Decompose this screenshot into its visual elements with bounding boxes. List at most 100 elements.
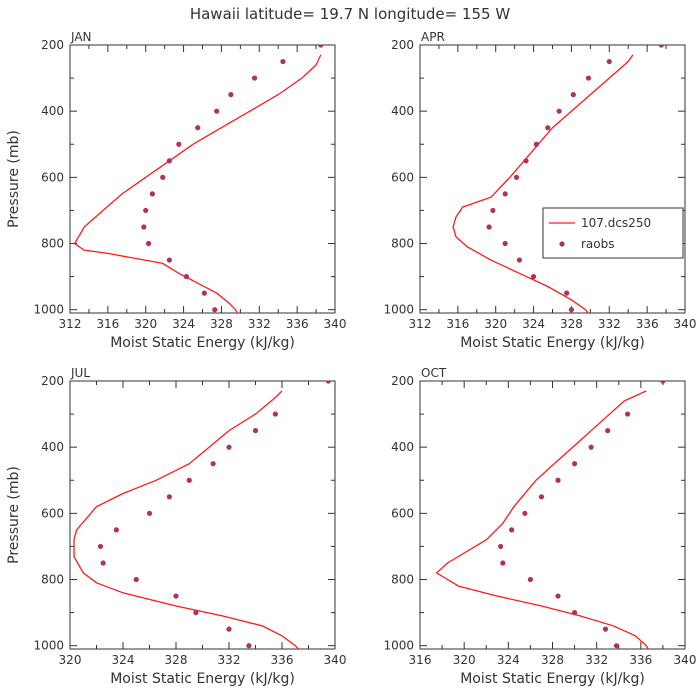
raobs-point [490,207,496,214]
y-tick-label: 600 [391,506,414,520]
x-tick-label: 332 [585,653,608,667]
raobs-point [133,576,139,583]
y-tick-label: 200 [41,374,64,388]
raobs-point [606,58,612,65]
raobs-point [555,593,561,599]
panel-title: OCT [421,366,447,380]
x-tick-label: 336 [286,317,309,331]
x-axis-label: Moist Static Energy (kJ/kg) [110,671,295,687]
raobs-point [226,626,232,632]
y-tick-label: 600 [41,170,64,184]
x-tick-label: 316 [96,317,119,331]
x-tick-label: 332 [218,653,241,667]
legend-dot-swatch [559,241,565,247]
x-axis-label: Moist Static Energy (kJ/kg) [460,335,645,351]
y-tick-label: 1000 [33,639,64,653]
panel-title: JUL [70,366,90,380]
x-tick-label: 324 [172,317,195,331]
raobs-point [318,45,324,48]
model-profile-line [435,390,649,649]
data-area [73,381,331,649]
raobs-point [568,307,575,313]
legend-box [542,207,684,259]
raobs-point [571,610,578,616]
x-tick-label: 340 [324,653,347,667]
raobs-point [145,240,152,247]
raobs-point [166,257,172,263]
raobs-point [570,92,576,98]
raobs-point [660,381,666,384]
panel-title: APR [421,30,445,44]
raobs-point [555,477,561,483]
x-tick-label: 312 [409,317,432,331]
raobs-point [498,543,504,550]
raobs-point [571,461,578,467]
x-tick-label: 336 [636,317,659,331]
panel-jul: JUL 320 324 328 332 336 340 200 400 600 800 1000 Moi… [6,366,346,687]
raobs-point [325,381,331,384]
y-tick-label: 400 [391,104,414,118]
data-area [452,45,664,313]
raobs-point [556,108,562,114]
y-tick-label: 400 [41,440,64,454]
data-area [73,45,324,313]
raobs-point [193,610,199,616]
raobs-point [486,224,492,230]
raobs-point [160,174,166,180]
x-tick-label: 328 [210,317,233,331]
y-tick-label: 800 [41,237,64,251]
x-tick-label: 324 [112,653,135,667]
raobs-point [214,108,220,114]
y-tick-label: 200 [391,374,414,388]
y-tick-label: 600 [41,506,64,520]
x-tick-label: 316 [409,653,432,667]
y-tick-label: 1000 [383,303,414,317]
raobs-point [530,274,537,280]
raobs-point [97,543,104,550]
raobs-point [166,158,172,164]
x-tick-label: 336 [271,653,294,667]
panel-oct: OCT 316 320 324 328 332 336 340 200 400 600 800 1000… [383,366,696,687]
raobs-point [588,444,594,450]
raobs-point [585,75,592,81]
raobs-point [658,45,664,48]
y-axis-label: Pressure (mb) [6,466,22,564]
x-tick-label: 324 [522,317,545,331]
x-tick-label: 320 [453,653,476,667]
raobs-point [272,411,278,417]
panel-jan: JAN 312 316 320 324 328 332 336 340 200 400 600 800 1… [6,30,346,351]
raobs-point [186,477,192,483]
x-tick-label: 340 [324,317,347,331]
x-tick-label: 324 [497,653,520,667]
raobs-point [146,510,153,516]
plot-frame [419,44,686,314]
raobs-point [212,307,218,313]
x-axis-label: Moist Static Energy (kJ/kg) [460,671,645,687]
raobs-point [502,191,508,197]
raobs-point [513,174,520,180]
y-tick-label: 400 [41,104,64,118]
x-axis-label: Moist Static Energy (kJ/kg) [110,335,295,351]
x-tick-label: 316 [446,317,469,331]
raobs-point [228,92,234,98]
legend: 107.dcs250 raobs [542,207,684,259]
raobs-point [113,527,119,533]
y-tick-label: 400 [391,440,414,454]
y-tick-label: 800 [391,237,414,251]
raobs-point [176,141,182,147]
y-tick-label: 1000 [383,639,414,653]
raobs-point [624,411,631,417]
raobs-point [149,191,155,197]
raobs-point [527,576,534,583]
y-tick-label: 1000 [33,303,64,317]
raobs-point [195,125,201,131]
panel-apr: APR 312 316 320 324 328 332 336 340 200 400 600 800 1… [383,30,696,351]
x-tick-label: 332 [248,317,271,331]
x-tick-label: 328 [165,653,188,667]
raobs-point [538,494,545,500]
raobs-point [100,560,106,566]
raobs-point [602,626,609,632]
raobs-point [201,290,207,296]
raobs-point [523,158,529,164]
